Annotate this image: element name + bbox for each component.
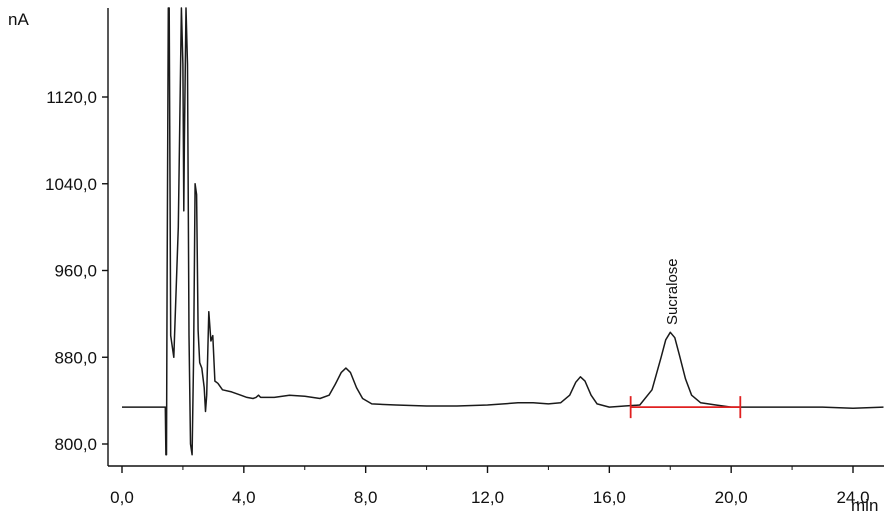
x-tick-label: 8,0 [354,488,378,507]
x-tick-label: 20,0 [715,488,748,507]
x-tick-label: 16,0 [593,488,626,507]
x-tick-label: 0,0 [110,488,134,507]
y-axis-unit: nA [8,10,29,29]
x-tick-label: 4,0 [232,488,256,507]
series-layer [122,7,884,456]
series-line [122,7,884,456]
peak-label: Sucralose [664,258,681,325]
x-tick-label: 12,0 [471,488,504,507]
y-tick-label: 880,0 [54,348,97,367]
y-tick-label: 1040,0 [45,175,97,194]
axes: 800,0 880,0 960,0 1040,0 1120,0 0,0 4,0 8,0 12,… [45,8,884,507]
x-tick-label: 24,0 [836,488,869,507]
annotation-layer: Sucralose [664,258,681,325]
x-ticks: 0,0 4,0 8,0 12,0 16,0 20,0 24,0 [110,466,870,507]
y-tick-label: 800,0 [54,435,97,454]
y-tick-label: 1120,0 [46,88,97,107]
x-axis-unit: min [851,496,878,515]
y-ticks: 800,0 880,0 960,0 1040,0 1120,0 [45,88,108,454]
y-tick-label: 960,0 [54,262,97,281]
integration-marker [629,396,742,419]
